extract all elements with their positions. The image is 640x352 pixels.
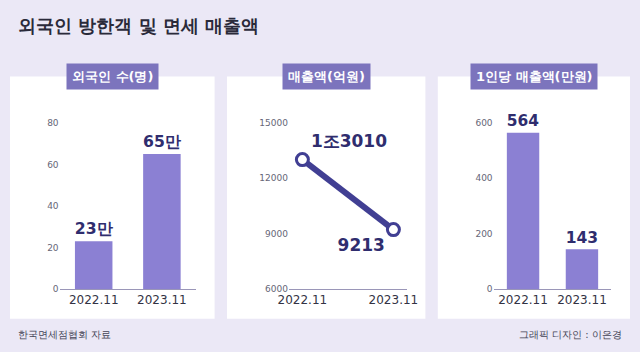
svg-text:1인당 매출액(만원): 1인당 매출액(만원): [476, 69, 592, 84]
svg-text:외국인 수(명): 외국인 수(명): [72, 69, 153, 84]
svg-text:0: 0: [53, 284, 59, 294]
svg-text:400: 400: [475, 173, 492, 183]
svg-text:143: 143: [566, 229, 598, 247]
svg-text:20: 20: [47, 243, 59, 253]
svg-text:0: 0: [487, 284, 493, 294]
svg-text:600: 600: [475, 118, 492, 128]
svg-text:2023.11: 2023.11: [369, 293, 419, 307]
svg-text:2022.11: 2022.11: [278, 293, 328, 307]
svg-text:2022.11: 2022.11: [69, 293, 119, 307]
svg-text:2022.11: 2022.11: [498, 293, 548, 307]
svg-text:200: 200: [475, 229, 492, 239]
svg-text:한국면세점협회 자료: 한국면세점협회 자료: [18, 329, 111, 340]
svg-text:80: 80: [47, 118, 59, 128]
svg-text:1조3010: 1조3010: [311, 131, 387, 151]
svg-text:564: 564: [507, 112, 539, 130]
svg-text:23만: 23만: [75, 219, 113, 238]
svg-text:12000: 12000: [259, 173, 288, 183]
svg-text:매출액(억원): 매출액(억원): [288, 69, 365, 84]
svg-text:6000: 6000: [265, 284, 288, 294]
svg-text:그래픽 디자인 : 이은경: 그래픽 디자인 : 이은경: [519, 329, 622, 340]
svg-text:15000: 15000: [259, 118, 288, 128]
svg-text:외국인 방한객 및 면세 매출액: 외국인 방한객 및 면세 매출액: [18, 15, 259, 36]
svg-text:2023.11: 2023.11: [137, 293, 187, 307]
svg-text:9000: 9000: [265, 229, 288, 239]
svg-text:9213: 9213: [338, 235, 385, 255]
svg-text:2023.11: 2023.11: [557, 293, 607, 307]
svg-text:60: 60: [47, 160, 59, 170]
svg-text:65만: 65만: [143, 132, 181, 151]
svg-text:40: 40: [47, 201, 59, 211]
